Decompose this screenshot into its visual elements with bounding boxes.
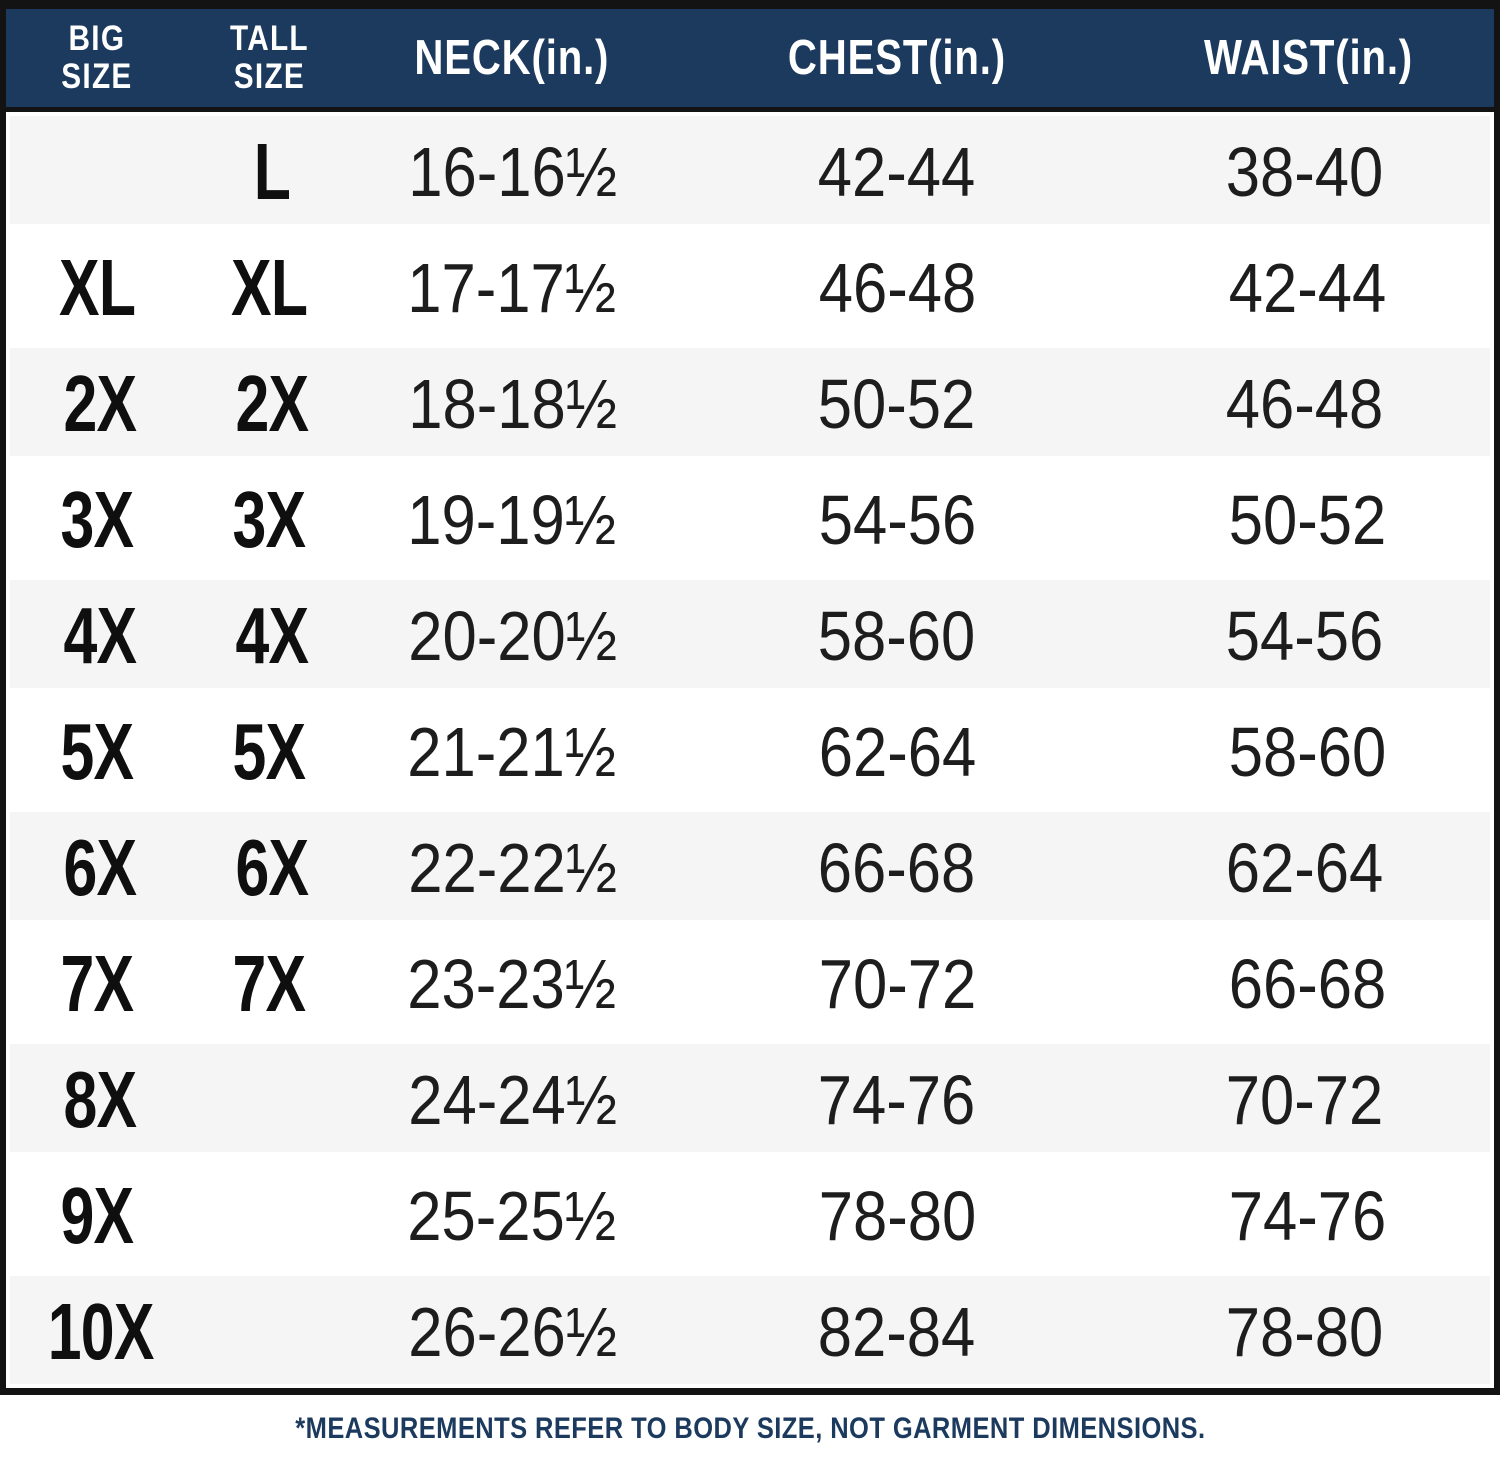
cell-neck: 26-26½ [408,1293,618,1371]
cell-tall-size [191,1276,354,1384]
cell-neck: 25-25½ [407,1177,617,1255]
col-header-big-size: BIG SIZE [6,9,188,107]
cell-neck: 21-21½ [407,713,617,791]
cell-waist: 50-52 [1229,481,1387,559]
cell-tall-size [191,1044,354,1152]
cell-big-size: 2X [63,359,138,448]
cell-tall-size: XL [231,243,308,332]
cell-chest: 42-44 [817,133,976,211]
cell-neck: 24-24½ [408,1061,618,1139]
cell-neck: 17-17½ [407,249,617,327]
cell-waist: 54-56 [1226,597,1384,675]
footnote-text: *MEASUREMENTS REFER TO BODY SIZE, NOT GA… [294,1412,1206,1445]
cell-chest: 58-60 [817,597,976,675]
cell-chest: 70-72 [818,945,977,1023]
table-row: 10X 26-26½ 82-84 78-80 [6,1272,1494,1388]
cell-neck: 19-19½ [407,481,617,559]
table-row: 5X 5X 21-21½ 62-64 58-60 [6,692,1494,808]
table-row: 4X 4X 20-20½ 58-60 54-56 [6,576,1494,692]
cell-waist: 78-80 [1226,1293,1384,1371]
cell-big-size: 9X [60,1171,134,1260]
cell-waist: 70-72 [1226,1061,1384,1139]
cell-tall-size: 2X [235,359,310,448]
size-chart-table: BIG SIZE TALL SIZE NECK(in.) CHEST(in.) … [0,0,1500,1395]
cell-neck: 22-22½ [408,829,618,907]
cell-big-size: 6X [63,823,138,912]
col-header-neck-label: NECK(in.) [414,31,610,85]
cell-big-size: 5X [60,707,134,796]
cell-neck: 20-20½ [408,597,618,675]
col-header-chest-label: CHEST(in.) [788,31,1007,85]
cell-tall-size: 7X [232,939,307,1028]
cell-tall-size: 3X [232,475,307,564]
cell-tall-size: 5X [232,707,307,796]
footnote: *MEASUREMENTS REFER TO BODY SIZE, NOT GA… [0,1395,1500,1463]
col-header-neck: NECK(in.) [351,9,672,107]
table-row: L 16-16½ 42-44 38-40 [6,112,1494,228]
cell-waist: 66-68 [1229,945,1387,1023]
cell-big-size: 10X [47,1287,154,1376]
cell-big-size: 7X [60,939,134,1028]
cell-chest: 50-52 [817,365,976,443]
cell-tall-size: 4X [235,591,310,680]
cell-big-size: XL [58,243,136,332]
cell-big-size: 8X [63,1055,138,1144]
table-row: 2X 2X 18-18½ 50-52 46-48 [6,344,1494,460]
col-header-tall-size-line2: SIZE [233,57,305,96]
cell-neck: 16-16½ [408,133,618,211]
cell-big-size: 4X [63,591,138,680]
cell-tall-size [188,1156,352,1272]
col-header-big-size-line2: SIZE [61,57,133,96]
col-header-waist: WAIST(in.) [1122,9,1494,107]
table-row: 7X 7X 23-23½ 70-72 66-68 [6,924,1494,1040]
cell-waist: 74-76 [1229,1177,1387,1255]
cell-chest: 74-76 [817,1061,976,1139]
col-header-tall-size-label: TALL SIZE [230,20,309,96]
cell-big-size [10,116,191,224]
cell-waist: 42-44 [1229,249,1387,327]
col-header-waist-label: WAIST(in.) [1203,31,1413,85]
cell-waist: 58-60 [1229,713,1387,791]
col-header-tall-size: TALL SIZE [188,9,352,107]
cell-chest: 82-84 [817,1293,976,1371]
table-row: 6X 6X 22-22½ 66-68 62-64 [6,808,1494,924]
table-row: XL XL 17-17½ 46-48 42-44 [6,228,1494,344]
col-header-big-size-label: BIG SIZE [61,20,132,96]
cell-chest: 62-64 [818,713,977,791]
cell-neck: 18-18½ [408,365,618,443]
cell-neck: 23-23½ [407,945,617,1023]
table-row: 3X 3X 19-19½ 54-56 50-52 [6,460,1494,576]
cell-tall-size: 6X [235,823,310,912]
cell-big-size: 3X [60,475,134,564]
table-row: 9X 25-25½ 78-80 74-76 [6,1156,1494,1272]
cell-waist: 62-64 [1226,829,1384,907]
table-row: 8X 24-24½ 74-76 70-72 [6,1040,1494,1156]
cell-chest: 66-68 [817,829,976,907]
col-header-big-size-line1: BIG [68,19,126,59]
cell-chest: 54-56 [818,481,977,559]
col-header-chest: CHEST(in.) [673,9,1122,107]
cell-chest: 46-48 [818,249,977,327]
cell-waist: 46-48 [1226,365,1384,443]
cell-waist: 38-40 [1226,133,1384,211]
cell-tall-size: L [253,127,291,216]
cell-chest: 78-80 [818,1177,977,1255]
col-header-tall-size-line1: TALL [229,19,309,59]
table-header-row: BIG SIZE TALL SIZE NECK(in.) CHEST(in.) … [6,9,1494,112]
